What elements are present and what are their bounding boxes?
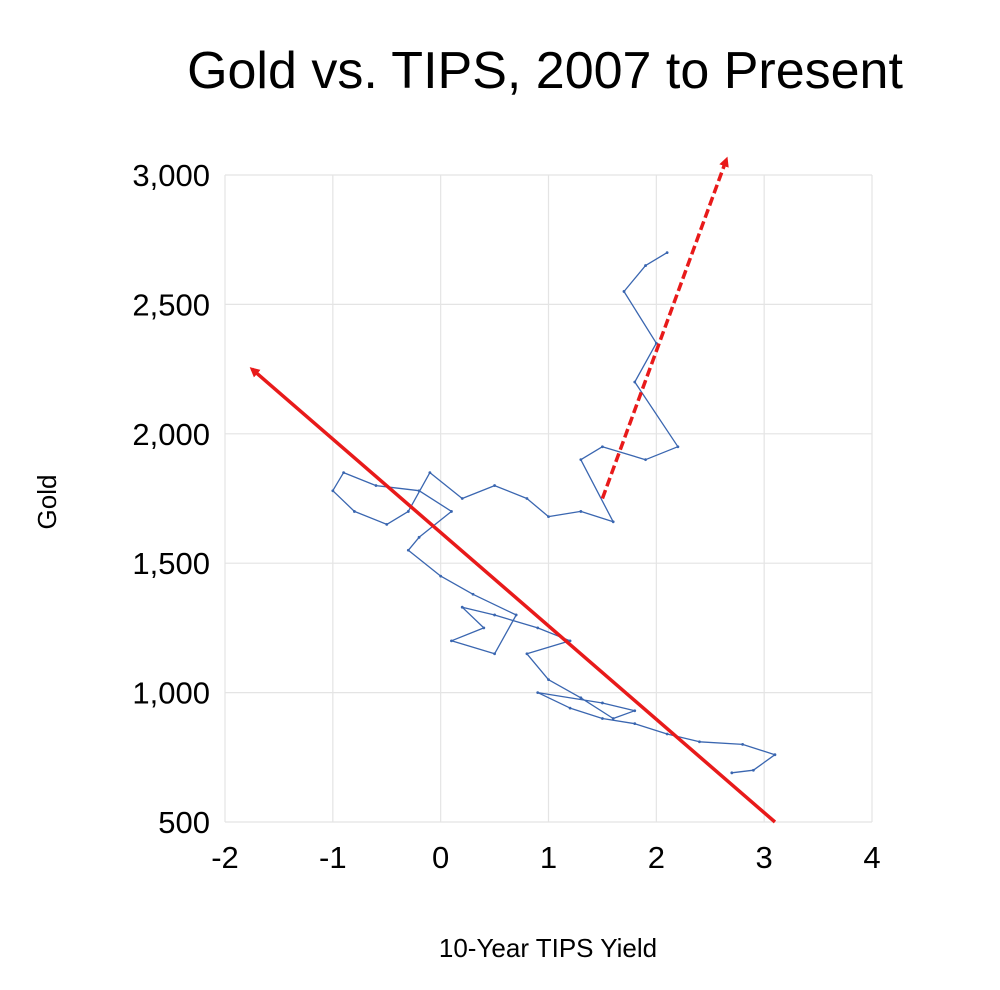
x-tick-label: 4 — [863, 840, 880, 875]
data-point — [482, 626, 486, 630]
data-point — [439, 574, 443, 578]
x-tick-label: 0 — [432, 840, 449, 875]
data-point — [450, 639, 453, 643]
data-point — [676, 445, 680, 449]
x-tick-label: 2 — [648, 840, 665, 875]
data-point — [654, 341, 658, 345]
x-tick-label: 3 — [756, 840, 773, 875]
y-axis-label: Gold — [32, 475, 62, 530]
data-point — [331, 489, 335, 493]
data-point — [633, 380, 637, 384]
chart-title: Gold vs. TIPS, 2007 to Present — [187, 42, 903, 100]
data-point — [460, 605, 464, 609]
data-point — [547, 515, 550, 519]
data-point — [450, 510, 453, 513]
data-point — [773, 753, 777, 757]
data-point — [568, 706, 572, 710]
data-point — [406, 510, 410, 513]
data-point — [579, 510, 583, 513]
data-point — [406, 548, 410, 552]
data-point — [493, 484, 496, 487]
data-series — [331, 251, 777, 775]
y-tick-label: 2,500 — [132, 287, 210, 322]
data-point — [342, 471, 346, 475]
data-point — [730, 771, 734, 775]
y-tick-label: 2,000 — [132, 417, 210, 452]
data-point — [751, 768, 755, 772]
data-point — [536, 626, 540, 630]
data-point — [385, 522, 389, 526]
data-point — [525, 652, 529, 656]
x-tick-label: -2 — [211, 840, 239, 875]
data-point — [460, 497, 464, 500]
data-point — [698, 740, 701, 744]
data-point — [493, 652, 496, 656]
data-point — [633, 709, 637, 713]
data-point — [611, 520, 615, 524]
data-point — [665, 251, 669, 255]
dashed-trend-arrow — [600, 156, 729, 500]
data-point — [601, 445, 604, 449]
x-tick-label: -1 — [319, 840, 347, 875]
x-tick-label: 1 — [540, 840, 557, 875]
data-point — [493, 613, 496, 617]
data-point — [568, 639, 572, 643]
data-point — [374, 484, 378, 487]
data-point — [514, 613, 518, 617]
y-tick-label: 1,500 — [132, 546, 210, 581]
data-point — [644, 264, 647, 267]
y-tick-label: 3,000 — [132, 158, 210, 193]
data-point — [741, 742, 744, 746]
data-point — [601, 701, 604, 705]
data-point — [579, 696, 583, 700]
data-point — [417, 535, 421, 539]
data-point — [471, 592, 475, 596]
data-point — [601, 717, 604, 720]
data-point — [547, 678, 550, 682]
series-line — [332, 252, 776, 774]
data-point — [428, 471, 432, 475]
data-point — [644, 458, 647, 462]
data-point — [525, 497, 529, 500]
data-point — [353, 510, 356, 513]
y-tick-label: 1,000 — [132, 676, 210, 711]
solid-trend-arrow — [249, 367, 777, 824]
x-axis-label: 10-Year TIPS Yield — [439, 933, 657, 963]
data-point — [417, 489, 421, 493]
data-point — [622, 290, 626, 293]
gridlines — [224, 174, 873, 823]
trend-arrows — [249, 156, 777, 824]
data-point — [665, 732, 669, 736]
data-point — [633, 722, 637, 726]
data-point — [536, 691, 540, 694]
y-tick-label: 500 — [158, 805, 210, 840]
data-point — [579, 458, 583, 462]
axis-ticks: 500 1,000 1,500 2,000 2,500 3,000 -2 -1 0 1 2 3 4 — [132, 158, 880, 875]
data-point — [611, 717, 615, 720]
